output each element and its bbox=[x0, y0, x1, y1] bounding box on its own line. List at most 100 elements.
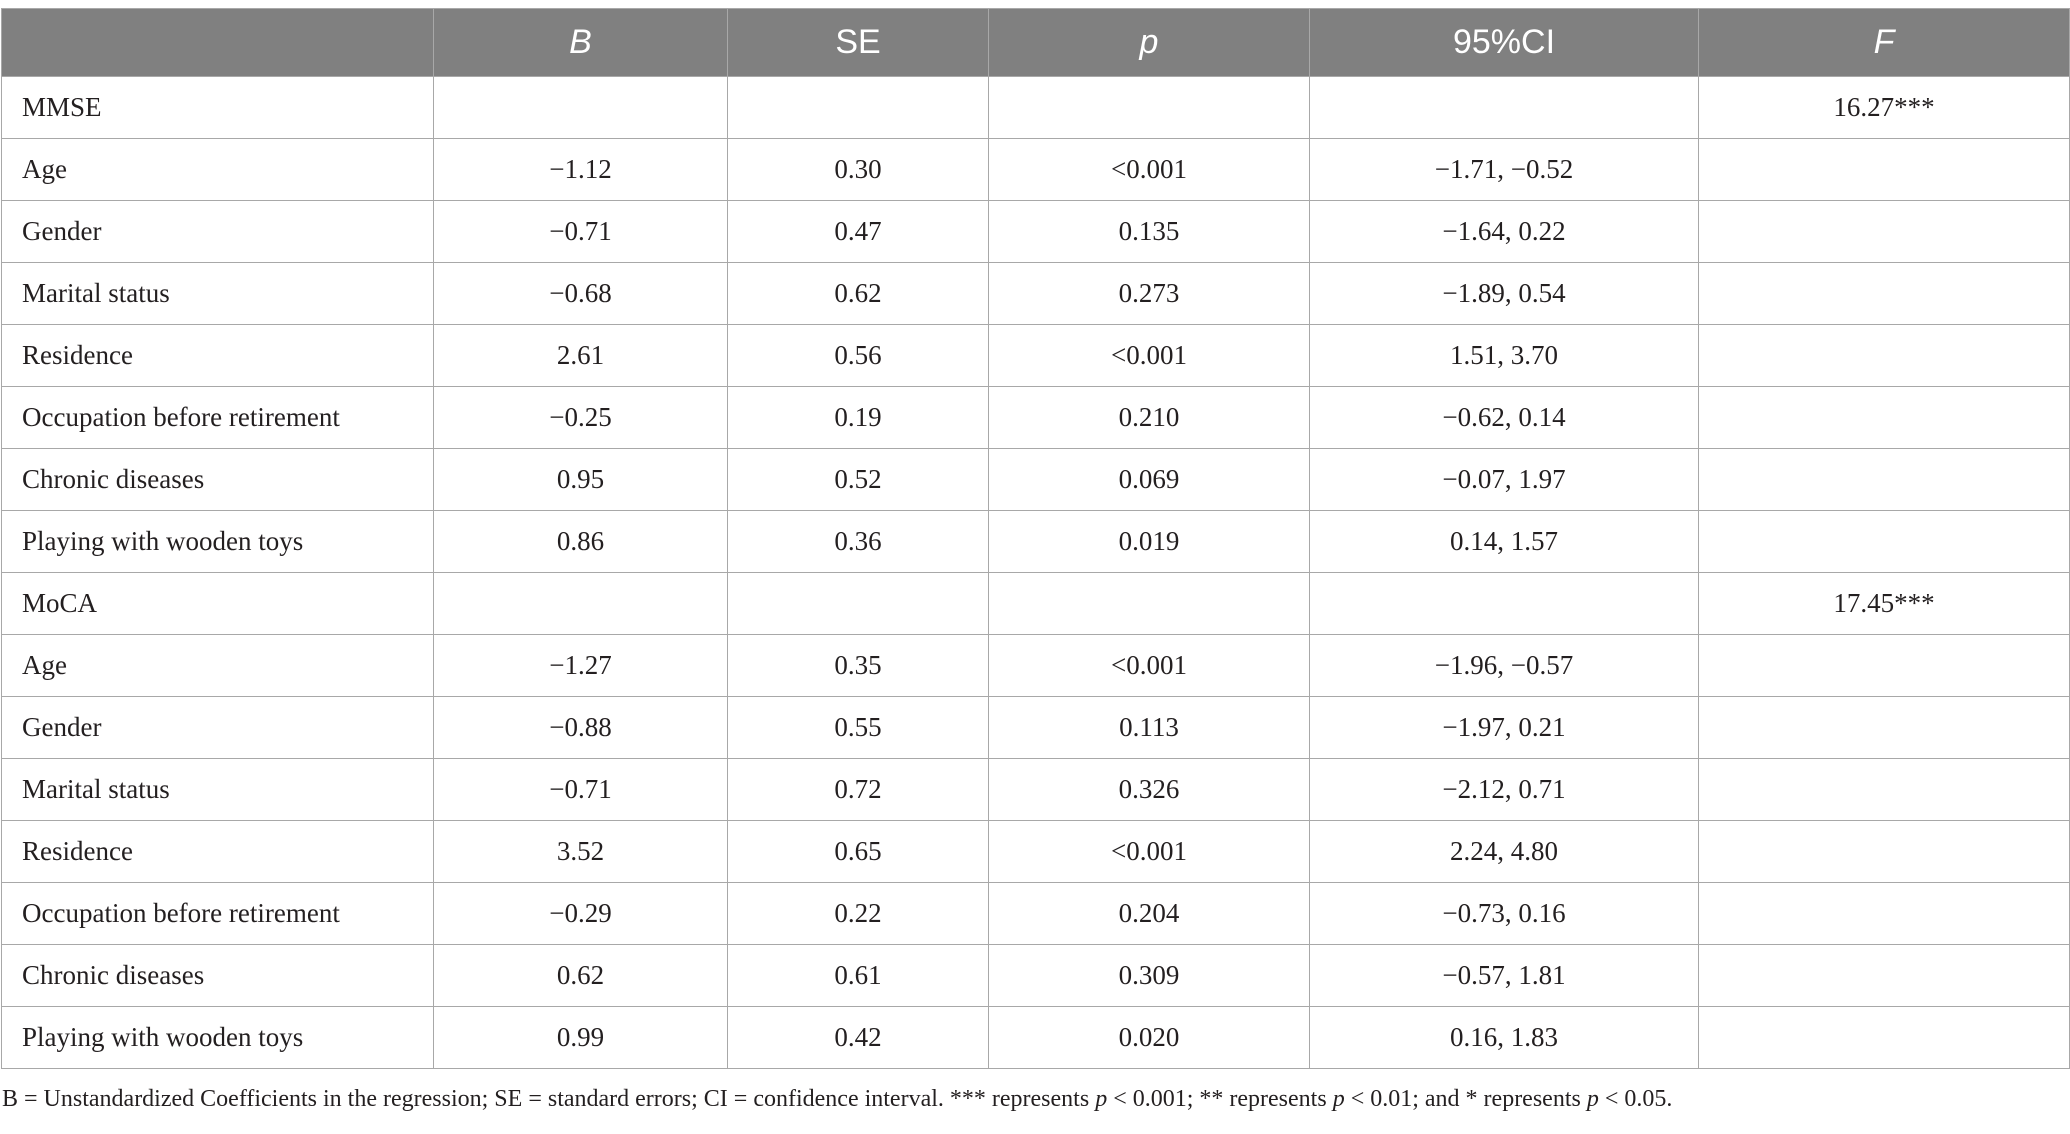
cell-p: 0.204 bbox=[988, 882, 1310, 945]
table-row: Playing with wooden toys 0.99 0.42 0.020 0.1… bbox=[1, 1006, 2070, 1069]
cell-p: 0.210 bbox=[988, 386, 1310, 449]
footnote-text-1: B = Unstandardized Coefficients in the r… bbox=[2, 1086, 1096, 1112]
cell-se bbox=[727, 572, 989, 635]
cell-b: −0.88 bbox=[433, 696, 728, 759]
regression-table: B SE p 95%CI F MMSE 16.27*** Age −1.12 0.30 <… bbox=[1, 8, 2070, 1069]
footnote-text-4: < 0.05. bbox=[1598, 1086, 1673, 1112]
cell-b: −0.25 bbox=[433, 386, 728, 449]
cell-variable: Playing with wooden toys bbox=[1, 510, 434, 573]
header-cell-variable bbox=[1, 8, 434, 77]
cell-se: 0.62 bbox=[727, 262, 989, 325]
cell-f bbox=[1698, 324, 2070, 387]
cell-ci: 0.14, 1.57 bbox=[1309, 510, 1699, 573]
cell-se: 0.30 bbox=[727, 138, 989, 201]
header-cell-ci: 95%CI bbox=[1309, 8, 1699, 77]
cell-se: 0.36 bbox=[727, 510, 989, 573]
table-row: Residence 3.52 0.65 <0.001 2.24, 4.80 bbox=[1, 820, 2070, 883]
cell-f bbox=[1698, 1006, 2070, 1069]
table-row: Gender −0.71 0.47 0.135 −1.64, 0.22 bbox=[1, 200, 2070, 263]
cell-se: 0.52 bbox=[727, 448, 989, 511]
cell-variable: Marital status bbox=[1, 758, 434, 821]
table-row: Age −1.27 0.35 <0.001 −1.96, −0.57 bbox=[1, 634, 2070, 697]
cell-se bbox=[727, 76, 989, 139]
table-header: B SE p 95%CI F bbox=[1, 8, 2070, 77]
cell-se: 0.35 bbox=[727, 634, 989, 697]
cell-variable: Gender bbox=[1, 200, 434, 263]
cell-se: 0.19 bbox=[727, 386, 989, 449]
cell-p: <0.001 bbox=[988, 820, 1310, 883]
cell-p bbox=[988, 76, 1310, 139]
cell-p: 0.326 bbox=[988, 758, 1310, 821]
cell-variable: Residence bbox=[1, 820, 434, 883]
table-row: Gender −0.88 0.55 0.113 −1.97, 0.21 bbox=[1, 696, 2070, 759]
cell-variable: Playing with wooden toys bbox=[1, 1006, 434, 1069]
cell-p bbox=[988, 572, 1310, 635]
cell-b: 0.99 bbox=[433, 1006, 728, 1069]
cell-variable: Marital status bbox=[1, 262, 434, 325]
cell-p: <0.001 bbox=[988, 324, 1310, 387]
cell-ci bbox=[1309, 76, 1699, 139]
cell-variable: Gender bbox=[1, 696, 434, 759]
cell-b: −0.68 bbox=[433, 262, 728, 325]
cell-variable: Occupation before retirement bbox=[1, 386, 434, 449]
cell-ci: −1.71, −0.52 bbox=[1309, 138, 1699, 201]
table-row: Age −1.12 0.30 <0.001 −1.71, −0.52 bbox=[1, 138, 2070, 201]
cell-se: 0.61 bbox=[727, 944, 989, 1007]
cell-f bbox=[1698, 758, 2070, 821]
cell-ci: −1.96, −0.57 bbox=[1309, 634, 1699, 697]
table-row: MMSE 16.27*** bbox=[1, 76, 2070, 139]
cell-b: −0.71 bbox=[433, 200, 728, 263]
page: B SE p 95%CI F MMSE 16.27*** Age −1.12 0.30 <… bbox=[0, 8, 2070, 1134]
cell-variable: MoCA bbox=[1, 572, 434, 635]
cell-b: −1.27 bbox=[433, 634, 728, 697]
cell-ci: −0.62, 0.14 bbox=[1309, 386, 1699, 449]
cell-f: 16.27*** bbox=[1698, 76, 2070, 139]
cell-variable: Chronic diseases bbox=[1, 448, 434, 511]
cell-f bbox=[1698, 882, 2070, 945]
cell-f bbox=[1698, 820, 2070, 883]
cell-se: 0.47 bbox=[727, 200, 989, 263]
cell-ci: −1.97, 0.21 bbox=[1309, 696, 1699, 759]
cell-ci: 2.24, 4.80 bbox=[1309, 820, 1699, 883]
footnote-p-2: p bbox=[1332, 1086, 1345, 1112]
footnote-text-2: < 0.001; ** represents bbox=[1107, 1086, 1333, 1112]
cell-ci: −2.12, 0.71 bbox=[1309, 758, 1699, 821]
footnote-p-1: p bbox=[1095, 1086, 1108, 1112]
cell-ci: −0.73, 0.16 bbox=[1309, 882, 1699, 945]
cell-p: 0.113 bbox=[988, 696, 1310, 759]
header-cell-se: SE bbox=[727, 8, 989, 77]
cell-f bbox=[1698, 944, 2070, 1007]
table-body: MMSE 16.27*** Age −1.12 0.30 <0.001 −1.71, −0.… bbox=[1, 76, 2070, 1069]
cell-f bbox=[1698, 510, 2070, 573]
cell-b: −0.71 bbox=[433, 758, 728, 821]
table-row: Playing with wooden toys 0.86 0.36 0.019 0.1… bbox=[1, 510, 2070, 573]
table-row: Occupation before retirement −0.29 0.22 0.2… bbox=[1, 882, 2070, 945]
cell-p: 0.019 bbox=[988, 510, 1310, 573]
cell-p: 0.020 bbox=[988, 1006, 1310, 1069]
cell-ci: −1.89, 0.54 bbox=[1309, 262, 1699, 325]
cell-se: 0.22 bbox=[727, 882, 989, 945]
cell-p: 0.135 bbox=[988, 200, 1310, 263]
cell-f bbox=[1698, 138, 2070, 201]
cell-b: 3.52 bbox=[433, 820, 728, 883]
cell-b: 0.86 bbox=[433, 510, 728, 573]
cell-p: 0.309 bbox=[988, 944, 1310, 1007]
cell-f bbox=[1698, 696, 2070, 759]
cell-p: 0.069 bbox=[988, 448, 1310, 511]
cell-p: 0.273 bbox=[988, 262, 1310, 325]
table-row: Marital status −0.71 0.72 0.326 −2.12, 0.71 bbox=[1, 758, 2070, 821]
cell-ci: −1.64, 0.22 bbox=[1309, 200, 1699, 263]
cell-b bbox=[433, 76, 728, 139]
cell-f bbox=[1698, 386, 2070, 449]
header-cell-b: B bbox=[433, 8, 728, 77]
cell-ci: 1.51, 3.70 bbox=[1309, 324, 1699, 387]
cell-b: 0.62 bbox=[433, 944, 728, 1007]
table-row: Chronic diseases 0.62 0.61 0.309 −0.57, 1.81 bbox=[1, 944, 2070, 1007]
cell-se: 0.42 bbox=[727, 1006, 989, 1069]
cell-variable: MMSE bbox=[1, 76, 434, 139]
cell-variable: Occupation before retirement bbox=[1, 882, 434, 945]
footnote-text-3: < 0.01; and * represents bbox=[1344, 1086, 1587, 1112]
table-row: Occupation before retirement −0.25 0.19 0.2… bbox=[1, 386, 2070, 449]
cell-variable: Chronic diseases bbox=[1, 944, 434, 1007]
header-cell-f: F bbox=[1698, 8, 2070, 77]
